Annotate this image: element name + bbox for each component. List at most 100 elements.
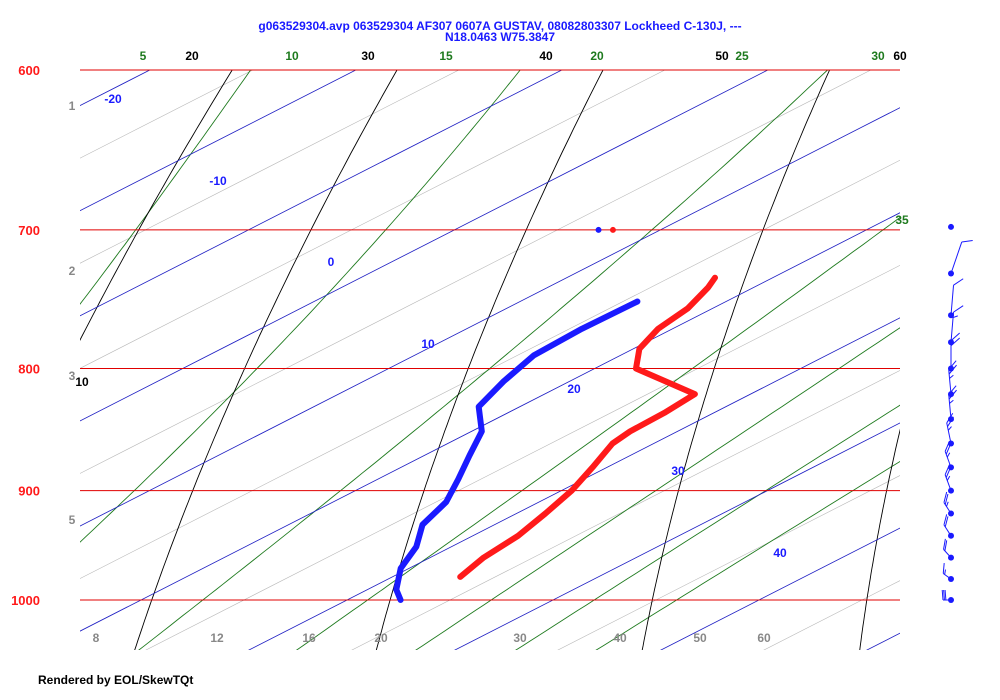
guide-line	[80, 70, 254, 159]
isotherm-line	[80, 70, 563, 317]
isotherm-line	[248, 317, 900, 650]
wind-barb-feather	[944, 464, 951, 475]
guide-line	[80, 70, 872, 474]
isotherms	[80, 70, 900, 650]
wind-barb-feather	[952, 315, 958, 319]
guide-line	[80, 212, 900, 632]
guide-line	[969, 0, 1000, 651]
isotherm-label: -20	[104, 92, 122, 106]
moist-adiabat-line	[595, 460, 900, 650]
mixing-ratio-label: 16	[302, 631, 316, 645]
mixing-ratio-label: 1	[69, 99, 76, 113]
guide-line	[145, 264, 900, 650]
wind-barb-feather	[944, 516, 949, 527]
guide-line	[0, 0, 84, 651]
wind-barb-feather	[944, 440, 951, 452]
wind-barb-feather	[961, 240, 973, 243]
moist-adiabat-line	[515, 404, 900, 650]
wind-barb-feather	[945, 467, 952, 478]
isolated-point	[609, 226, 616, 233]
wind-barb-feather	[950, 332, 960, 342]
wind-barb-feather	[949, 374, 954, 379]
dry-adiabat-label: 60	[893, 49, 907, 63]
guide-line	[80, 107, 900, 527]
dry-adiabat-line	[80, 70, 233, 342]
mixing-ratio-label: 40	[613, 631, 627, 645]
pressure-label: 700	[18, 223, 40, 238]
isotherm-label: 40	[773, 546, 787, 560]
moist-adiabats	[80, 70, 900, 650]
axis-labels: 600 700 800 900 1000 -20 -10 0 10 20 30 40 20 30 40 50 6…	[11, 49, 909, 645]
footer-text: Rendered by EOL/SkewTQt	[38, 673, 194, 687]
guide-line	[80, 70, 460, 264]
pressure-label: 1000	[11, 593, 40, 608]
wind-barb-feather	[943, 538, 946, 550]
moist-adiabat-label: 35	[895, 213, 909, 227]
isotherm-line	[80, 70, 151, 107]
dry-adiabat-label: 40	[539, 49, 553, 63]
wind-barb-feather	[953, 278, 964, 286]
moist-adiabat-label: 15	[439, 49, 453, 63]
moist-adiabat-line	[138, 70, 829, 650]
guide-line	[80, 70, 666, 369]
wind-barb-feather	[944, 569, 946, 575]
isotherm-line	[80, 70, 357, 212]
wind-barb-feather	[953, 305, 964, 313]
dry-adiabat-line	[641, 70, 831, 650]
dewpoint-profile	[393, 298, 641, 603]
mixing-ratio-label: 2	[69, 264, 76, 278]
wind-barb-feather	[944, 540, 948, 551]
dry-adiabats	[0, 0, 900, 660]
guide-line	[80, 70, 357, 212]
dry-adiabat-line	[859, 428, 900, 650]
dry-adiabat-label: 50	[715, 49, 729, 63]
isotherm-line	[80, 107, 900, 527]
moist-adiabat-label: 30	[871, 49, 885, 63]
sounding-profiles	[393, 226, 718, 603]
guide-line	[454, 422, 900, 650]
wind-barb-feather	[947, 426, 952, 431]
wind-barb-feather	[944, 493, 949, 505]
guide-line	[351, 370, 900, 650]
wind-barb-feather	[946, 452, 951, 458]
temperature-profile	[457, 274, 718, 580]
guide-line	[660, 527, 900, 650]
wind-barb-feather	[943, 589, 945, 601]
wind-barbs	[941, 223, 973, 603]
mixing-ratio-label: 50	[693, 631, 707, 645]
pressure-label: 800	[18, 361, 40, 376]
guide-line	[80, 159, 900, 579]
moist-adiabat-label: 25	[735, 49, 749, 63]
isotherm-label: 10	[421, 337, 435, 351]
isobars	[80, 69, 900, 601]
moist-adiabat-label: 10	[285, 49, 299, 63]
wind-barb-feather	[941, 589, 944, 601]
wind-barb-feather	[946, 501, 949, 507]
wind-barb-staff	[950, 241, 963, 274]
wind-barb-feather	[948, 360, 957, 370]
wind-barb-feather	[946, 412, 954, 424]
guide-line	[80, 70, 769, 422]
mixing-ratio-label: 30	[513, 631, 527, 645]
isolated-point	[595, 226, 602, 233]
isotherm-label: 30	[671, 464, 685, 478]
mixing-ratio-label: 3	[69, 369, 76, 383]
wind-barb-staff	[950, 285, 955, 316]
wind-barb-feather	[946, 475, 951, 481]
isotherm-label: 20	[567, 382, 581, 396]
wind-barb-feather	[945, 443, 952, 455]
chart-title: g063529304.avp 063529304 AF307 0607A GUS…	[258, 19, 741, 33]
dry-adiabat-label: 10	[75, 375, 89, 389]
isotherm-line	[454, 422, 900, 650]
wind-barb-feather	[949, 399, 954, 404]
mixing-ratio-label: 8	[93, 631, 100, 645]
dry-adiabat-line	[0, 0, 116, 660]
pressure-label: 900	[18, 484, 40, 499]
guide-line	[0, 0, 187, 651]
wind-barb-feather	[948, 389, 957, 400]
mixing-ratio-label: 60	[757, 631, 771, 645]
isotherm-line	[80, 212, 900, 632]
moist-adiabat-line	[80, 70, 521, 543]
wind-barb-feather	[948, 364, 957, 375]
